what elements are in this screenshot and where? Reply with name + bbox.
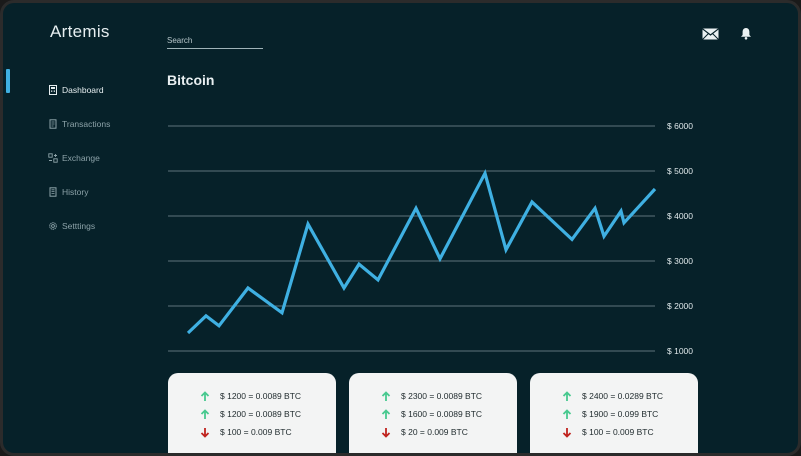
arrow-up-icon (381, 391, 391, 402)
rate-row: $ 100 = 0.009 BTC (168, 423, 336, 441)
rate-row: $ 100 = 0.009 BTC (530, 423, 698, 441)
rate-text: $ 1900 = 0.099 BTC (582, 409, 658, 419)
arrow-down-icon (200, 427, 210, 438)
rate-text: $ 2400 = 0.0289 BTC (582, 391, 663, 401)
rate-row: $ 2400 = 0.0289 BTC (530, 387, 698, 405)
rate-row: $ 1200 = 0.0089 BTC (168, 387, 336, 405)
arrow-down-icon (381, 427, 391, 438)
y-tick-label: $ 3000 (667, 256, 693, 266)
y-tick-label: $ 4000 (667, 211, 693, 221)
arrow-up-icon (200, 409, 210, 420)
rate-card-3: $ 2400 = 0.0289 BTC $ 1900 = 0.099 BTC $… (530, 373, 698, 456)
rate-text: $ 2300 = 0.0089 BTC (401, 391, 482, 401)
rate-text: $ 1600 = 0.0089 BTC (401, 409, 482, 419)
rate-text: $ 100 = 0.009 BTC (220, 427, 292, 437)
y-tick-label: $ 5000 (667, 166, 693, 176)
arrow-up-icon (562, 391, 572, 402)
rate-row: $ 20 = 0.009 BTC (349, 423, 517, 441)
rate-row: $ 1200 = 0.0089 BTC (168, 405, 336, 423)
rate-row: $ 1600 = 0.0089 BTC (349, 405, 517, 423)
y-tick-label: $ 6000 (667, 121, 693, 131)
arrow-up-icon (381, 409, 391, 420)
rate-row: $ 1900 = 0.099 BTC (530, 405, 698, 423)
rate-text: $ 1200 = 0.0089 BTC (220, 391, 301, 401)
arrow-up-icon (562, 409, 572, 420)
rate-card-1: $ 1200 = 0.0089 BTC $ 1200 = 0.0089 BTC … (168, 373, 336, 456)
rate-text: $ 20 = 0.009 BTC (401, 427, 468, 437)
rate-text: $ 1200 = 0.0089 BTC (220, 409, 301, 419)
y-tick-label: $ 2000 (667, 301, 693, 311)
arrow-down-icon (562, 427, 572, 438)
price-line (188, 173, 655, 333)
arrow-up-icon (200, 391, 210, 402)
rate-text: $ 100 = 0.009 BTC (582, 427, 654, 437)
rate-row: $ 2300 = 0.0089 BTC (349, 387, 517, 405)
rate-card-2: $ 2300 = 0.0089 BTC $ 1600 = 0.0089 BTC … (349, 373, 517, 456)
y-tick-label: $ 1000 (667, 346, 693, 356)
